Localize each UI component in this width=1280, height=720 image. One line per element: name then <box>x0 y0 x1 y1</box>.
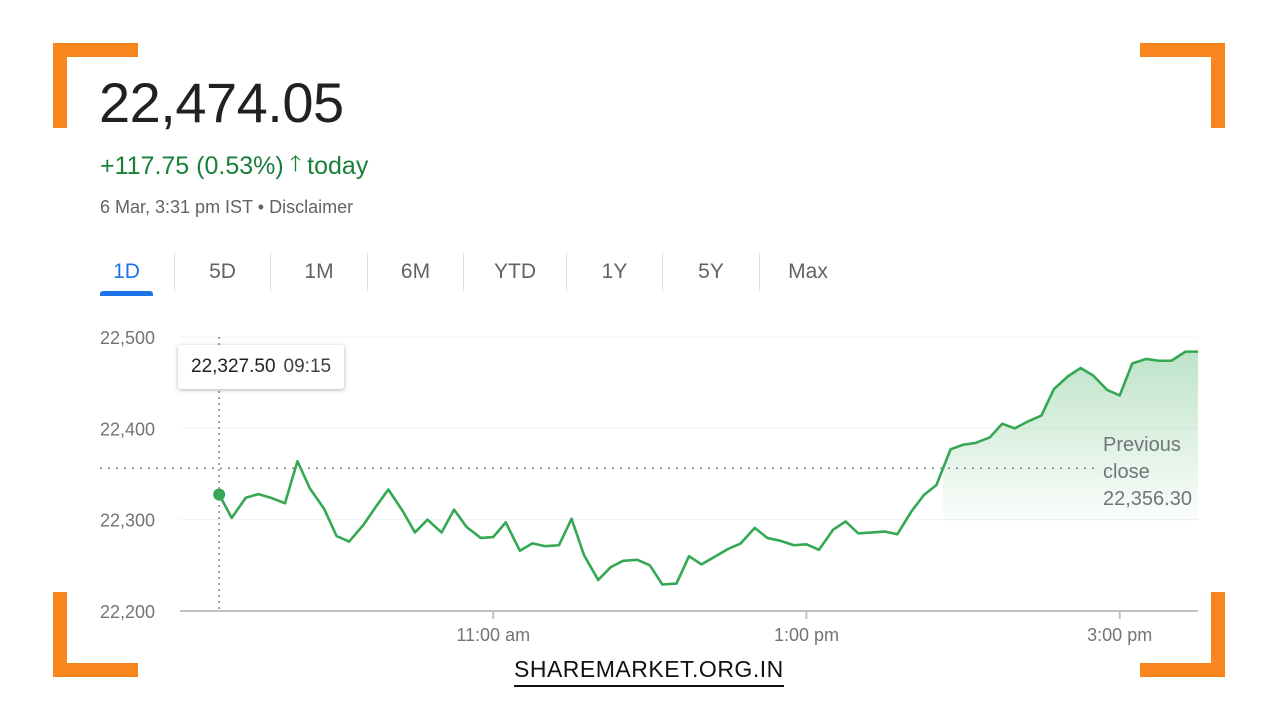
timestamp: 6 Mar, 3:31 pm IST <box>100 197 253 217</box>
timestamp-line: 6 Mar, 3:31 pm IST • Disclaimer <box>100 197 353 218</box>
change-suffix: today <box>307 151 369 180</box>
y-tick-label: 22,200 <box>100 602 155 622</box>
tab-divider <box>566 253 567 291</box>
tooltip-value: 22,327.50 <box>191 356 276 377</box>
tab-5d[interactable]: 5D <box>209 260 236 283</box>
tooltip-time: 09:15 <box>283 356 332 377</box>
tab-divider <box>759 253 760 291</box>
change-value: +117.75 (0.53%) <box>100 151 284 180</box>
x-tick-label: 3:00 pm <box>1087 625 1152 645</box>
tab-divider <box>463 253 464 291</box>
frame-corner-bottom-right <box>1140 592 1225 677</box>
previous-close-label: close <box>1103 461 1150 483</box>
tab-6m[interactable]: 6M <box>400 260 431 283</box>
arrow-up-icon: 🡑 <box>289 151 302 176</box>
tab-max[interactable]: Max <box>788 260 828 283</box>
x-tick-label: 1:00 pm <box>774 625 839 645</box>
tab-1y[interactable]: 1Y <box>601 260 628 283</box>
tab-divider <box>174 253 175 291</box>
tab-divider <box>662 253 663 291</box>
y-tick-label: 22,300 <box>100 511 155 531</box>
x-tick-label: 11:00 am <box>456 625 530 645</box>
previous-close-label: 22,356.30 <box>1103 488 1192 510</box>
frame-corner-top-left <box>53 43 138 128</box>
range-tabs: 1D 5D 1M 6M YTD 1Y 5Y Max <box>100 252 856 296</box>
tab-5y[interactable]: 5Y <box>698 260 724 283</box>
tab-divider <box>270 253 271 291</box>
current-price: 22,474.05 <box>99 71 344 134</box>
tab-divider <box>367 253 368 291</box>
tab-1d[interactable]: 1D <box>100 252 153 296</box>
price-change: +117.75 (0.53%) 🡑 today <box>100 147 368 185</box>
previous-close-label: Previous <box>1103 434 1181 456</box>
brand-watermark: SHAREMARKET.ORG.IN <box>514 656 784 687</box>
y-tick-label: 22,500 <box>100 328 155 348</box>
hover-tooltip: 22,327.50 09:15 <box>178 345 345 389</box>
area-fill <box>943 351 1198 521</box>
disclaimer-link[interactable]: Disclaimer <box>269 197 354 217</box>
frame-corner-top-right <box>1140 43 1225 128</box>
tab-1m[interactable]: 1M <box>304 260 334 283</box>
tab-ytd[interactable]: YTD <box>494 260 536 283</box>
separator: • <box>257 197 265 217</box>
frame-corner-bottom-left <box>53 592 138 677</box>
price-line <box>218 350 1198 586</box>
y-tick-label: 22,400 <box>100 419 155 439</box>
